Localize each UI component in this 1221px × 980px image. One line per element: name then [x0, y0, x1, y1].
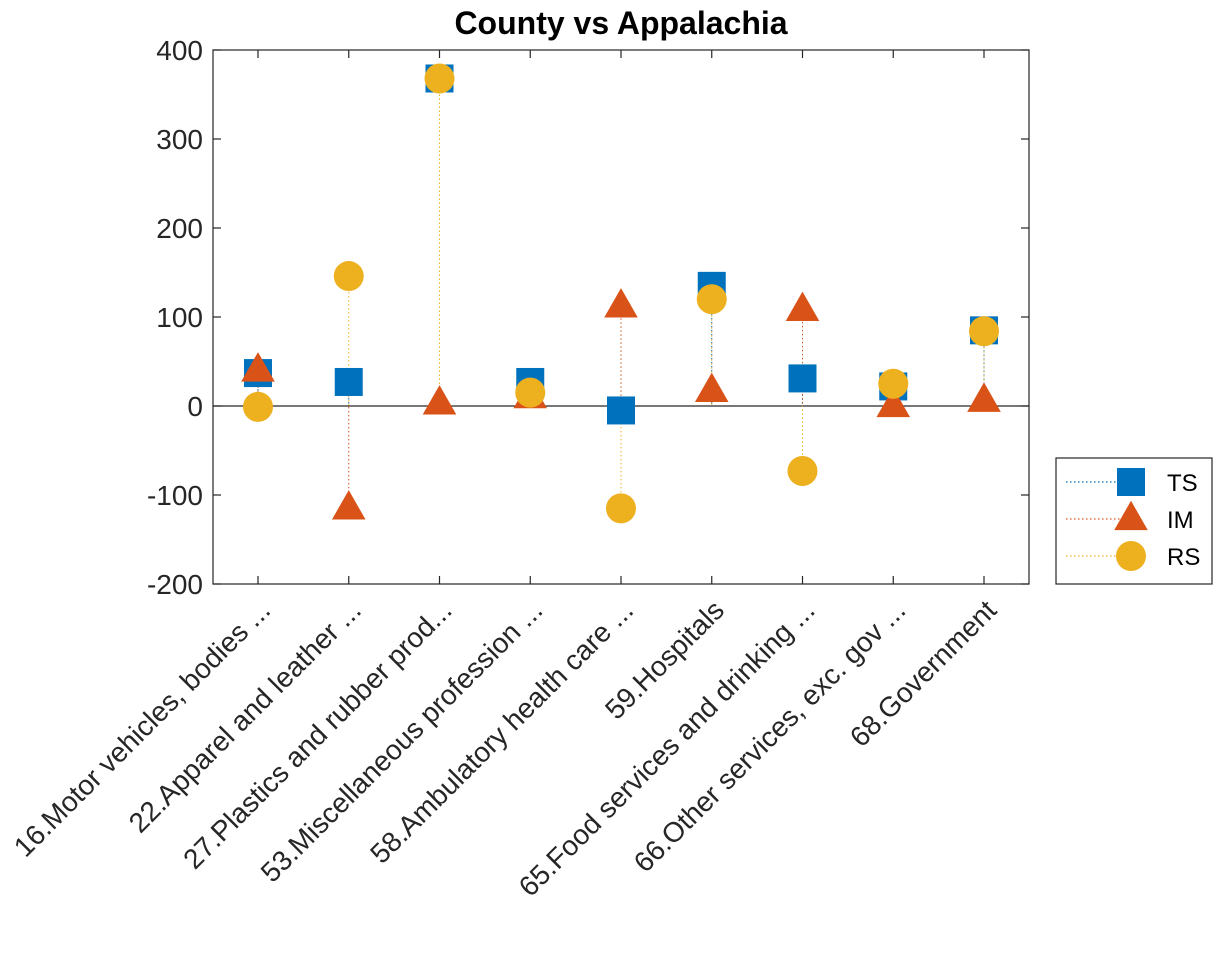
data-markers	[241, 63, 1001, 524]
legend-marker-rs	[1116, 541, 1146, 571]
chart-title: County vs Appalachia	[454, 5, 787, 41]
point-rs	[333, 261, 364, 292]
legend-marker-ts	[1117, 468, 1145, 496]
y-tick-label: 0	[187, 391, 203, 422]
y-tick-label: -100	[147, 480, 203, 511]
y-tick-label: 400	[156, 35, 203, 66]
point-ts	[334, 367, 363, 396]
point-im	[604, 288, 638, 318]
point-rs	[969, 316, 999, 347]
point-im	[876, 387, 911, 418]
legend: TS IM RS	[1055, 457, 1213, 585]
point-im	[785, 291, 820, 322]
point-rs	[878, 368, 909, 399]
point-rs	[515, 377, 546, 408]
y-tick-label: -200	[147, 569, 203, 600]
point-im	[694, 372, 729, 403]
point-rs	[787, 455, 818, 486]
y-axis: 400 300 200 100 0 -100 -200	[147, 35, 1029, 600]
point-ts	[607, 396, 635, 425]
point-im	[241, 352, 275, 382]
point-im	[422, 385, 457, 415]
legend-marker-im	[1114, 500, 1148, 531]
point-rs	[424, 63, 455, 94]
y-tick-label: 300	[156, 124, 203, 155]
legend-label: RS	[1167, 544, 1200, 571]
y-tick-label: 100	[156, 302, 203, 333]
point-rs	[243, 391, 273, 422]
point-rs	[606, 493, 636, 524]
point-ts	[788, 364, 817, 393]
point-im	[967, 382, 1001, 412]
point-im	[331, 490, 366, 520]
legend-label: IM	[1167, 507, 1194, 534]
legend-label: TS	[1167, 470, 1198, 497]
y-tick-label: 200	[156, 213, 203, 244]
point-rs	[696, 284, 727, 315]
